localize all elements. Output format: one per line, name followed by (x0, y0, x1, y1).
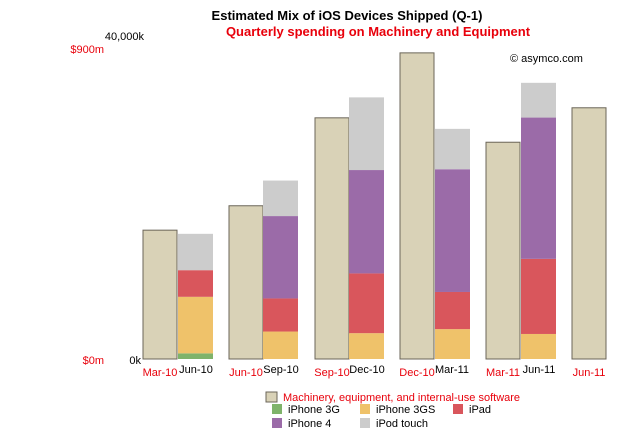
x-tick-spending-mar-10: Mar-10 (143, 367, 178, 379)
device-segment-iphone-3gs-jun-10 (178, 296, 213, 354)
device-segment-ipod-touch-jun-11 (521, 82, 556, 118)
device-segment-iphone-3g-jun-10 (178, 353, 213, 359)
device-segment-iphone-4-mar-11 (435, 169, 470, 292)
x-tick-device-mar-11: Mar-11 (435, 364, 469, 376)
device-segment-iphone-3gs-sep-10 (263, 331, 298, 359)
x-tick-device-jun-11: Jun-11 (523, 364, 556, 376)
legend-swatch-iphone-3gs (360, 404, 370, 414)
spending-bar-mar-10 (142, 229, 178, 360)
device-segment-iphone-3gs-jun-11 (521, 333, 556, 359)
legend-label-ipad: iPad (469, 404, 491, 416)
device-segment-ipod-touch-mar-11 (435, 128, 470, 170)
legend-swatch-spending (265, 391, 278, 403)
device-segment-iphone-4-dec-10 (349, 170, 384, 274)
left-axis-top-label: $900m (70, 44, 104, 56)
credit-label: © asymco.com (510, 53, 583, 65)
spending-bar-jun-10 (228, 205, 264, 360)
device-segment-iphone-3gs-dec-10 (349, 333, 384, 359)
device-segment-ipad-mar-11 (435, 291, 470, 330)
device-segment-ipod-touch-jun-10 (178, 233, 213, 271)
legend-label-ipod-touch: iPod touch (376, 418, 428, 430)
device-segment-iphone-4-jun-11 (521, 117, 556, 259)
spending-bar-jun-11 (571, 107, 607, 360)
left-axis-bottom-label: $0m (83, 355, 104, 367)
right-axis-top-label: 40,000k (105, 31, 145, 43)
x-tick-spending-sep-10: Sep-10 (314, 367, 349, 379)
device-segment-iphone-3gs-mar-11 (435, 329, 470, 359)
chart-subtitle: Quarterly spending on Machinery and Equi… (226, 24, 531, 39)
device-segment-ipod-touch-sep-10 (263, 180, 298, 217)
device-segment-ipad-jun-11 (521, 258, 556, 334)
device-segment-iphone-4-sep-10 (263, 216, 298, 299)
legend-label-iphone-4: iPhone 4 (288, 418, 331, 430)
x-tick-device-dec-10: Dec-10 (349, 364, 384, 376)
device-segment-ipad-dec-10 (349, 273, 384, 334)
spending-bar-dec-10 (399, 52, 435, 360)
x-tick-spending-dec-10: Dec-10 (399, 367, 434, 379)
spending-bar-mar-11 (485, 141, 521, 360)
chart-title: Estimated Mix of iOS Devices Shipped (Q-… (212, 8, 483, 23)
right-axis-bottom-label: 0k (129, 355, 141, 367)
device-segment-ipod-touch-dec-10 (349, 97, 384, 171)
spending-bar-sep-10 (314, 117, 350, 360)
x-tick-spending-jun-11: Jun-11 (573, 367, 606, 379)
legend-label-iphone-3g: iPhone 3G (288, 404, 340, 416)
legend-label-iphone-3gs: iPhone 3GS (376, 404, 435, 416)
legend-swatch-ipad (453, 404, 463, 414)
device-segment-ipad-jun-10 (178, 270, 213, 297)
legend-swatch-iphone-4 (272, 418, 282, 428)
x-tick-spending-jun-10: Jun-10 (229, 367, 263, 379)
legend-swatch-ipod-touch (360, 418, 370, 428)
legend-label-spending: Machinery, equipment, and internal-use s… (283, 392, 520, 404)
x-tick-spending-mar-11: Mar-11 (486, 367, 520, 379)
x-tick-device-sep-10: Sep-10 (263, 364, 298, 376)
x-tick-device-jun-10: Jun-10 (179, 364, 213, 376)
legend-swatch-iphone-3g (272, 404, 282, 414)
device-segment-ipad-sep-10 (263, 298, 298, 332)
